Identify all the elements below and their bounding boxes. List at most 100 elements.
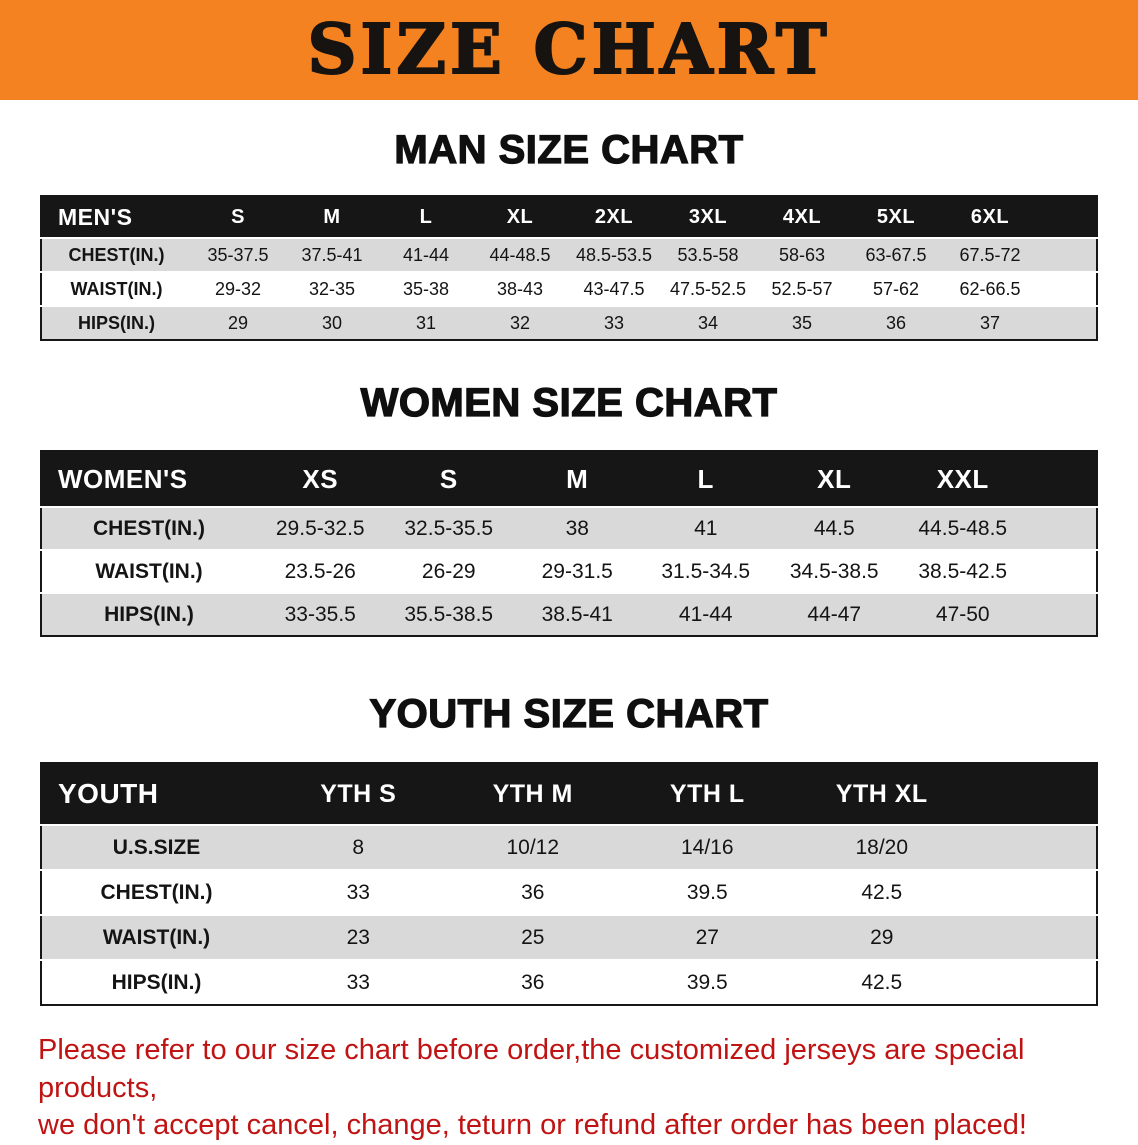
size-value: 32-35 (308, 278, 356, 299)
size-column-header: YTH L (669, 779, 745, 808)
size-column-header: L (419, 205, 433, 228)
measurement-label: CHEST(IN.) (93, 516, 205, 540)
size-column-header: L (697, 463, 714, 494)
size-column-header: S (231, 205, 245, 228)
women-size-section: WOMEN SIZE CHART WOMEN'S XS S M L XL XXL CHEST… (0, 380, 1138, 637)
size-row: HIPS(IN.) 33 36 39.5 42.5 (41, 960, 1097, 1005)
row-group-header: WOMEN'S (58, 463, 188, 494)
size-value: 44.5-48.5 (918, 516, 1008, 540)
spacer-cell (1037, 238, 1097, 272)
size-value: 37 (979, 312, 1001, 333)
size-value: 36 (521, 880, 545, 904)
disclaimer-line-2: we don't accept cancel, change, teturn o… (38, 1109, 1027, 1142)
spacer-cell (969, 915, 1097, 960)
size-column-header: YTH S (320, 779, 397, 808)
size-value: 33 (346, 880, 370, 904)
size-row: HIPS(IN.) 29 30 31 32 33 34 35 36 37 (41, 306, 1097, 340)
size-value: 39.5 (686, 880, 728, 904)
spacer-cell (969, 960, 1097, 1005)
size-value: 62-66.5 (959, 278, 1021, 299)
measurement-label: WAIST(IN.) (95, 559, 203, 583)
women-table-header-row: WOMEN'S XS S M L XL XXL (41, 451, 1097, 507)
spacer-cell (969, 870, 1097, 915)
measurement-label: HIPS(IN.) (104, 602, 194, 626)
size-value: 33 (346, 970, 370, 994)
women-size-chart-heading: WOMEN SIZE CHART (360, 380, 778, 425)
measurement-label: HIPS(IN.) (77, 312, 155, 333)
spacer-cell (1027, 507, 1097, 550)
size-value: 48.5-53.5 (575, 244, 653, 265)
measurement-label: U.S.SIZE (112, 835, 201, 859)
size-value: 42.5 (861, 970, 903, 994)
youth-size-section: YOUTH SIZE CHART YOUTH YTH S YTH M YTH L YTH… (0, 691, 1138, 1006)
measurement-label: CHEST(IN.) (100, 880, 213, 904)
size-value: 42.5 (861, 880, 903, 904)
size-value: 38 (565, 516, 589, 540)
size-column-header: M (323, 205, 341, 228)
youth-table-header-row: YOUTH YTH S YTH M YTH L YTH XL (41, 763, 1097, 825)
size-row: WAIST(IN.) 29-32 32-35 35-38 38-43 43-47.5 47.… (41, 272, 1097, 306)
size-value: 23.5-26 (284, 559, 356, 583)
size-value: 33 (603, 312, 625, 333)
size-value: 37.5-41 (301, 244, 363, 265)
size-row: U.S.SIZE 8 10/12 14/16 18/20 (41, 825, 1097, 870)
size-value: 67.5-72 (959, 244, 1021, 265)
size-column-header: XS (302, 463, 339, 494)
size-row: HIPS(IN.) 33-35.5 35.5-38.5 38.5-41 41-44 44-… (41, 593, 1097, 636)
size-row: CHEST(IN.) 35-37.5 37.5-41 41-44 44-48.5 48.5… (41, 238, 1097, 272)
size-value: 25 (521, 925, 545, 949)
size-column-header: XXL (936, 463, 989, 494)
size-column-header: YTH XL (835, 779, 928, 808)
size-column-header: 5XL (876, 205, 916, 228)
row-group-header: YOUTH (58, 778, 159, 809)
spacer-cell (1037, 272, 1097, 306)
disclaimer-line-1: Please refer to our size chart before or… (38, 1034, 1025, 1104)
size-value: 35-37.5 (207, 244, 269, 265)
size-value: 34 (697, 312, 719, 333)
men-size-chart-heading: MAN SIZE CHART (394, 127, 744, 172)
size-column-header: 6XL (970, 205, 1010, 228)
size-value: 41 (694, 516, 718, 540)
size-value: 32 (509, 312, 531, 333)
size-row: WAIST(IN.) 23.5-26 26-29 29-31.5 31.5-34.5 34… (41, 550, 1097, 593)
size-value: 53.5-58 (677, 244, 739, 265)
spacer-cell (1027, 451, 1097, 507)
spacer-cell (1037, 306, 1097, 340)
measurement-label: CHEST(IN.) (68, 244, 165, 265)
size-value: 27 (695, 925, 719, 949)
size-value: 39.5 (686, 970, 728, 994)
size-value: 44.5 (813, 516, 855, 540)
size-value: 35 (791, 312, 813, 333)
measurement-label: WAIST(IN.) (70, 278, 163, 299)
size-value: 58-63 (778, 244, 826, 265)
banner-title: SIZE CHART (306, 10, 831, 90)
size-value: 10/12 (506, 835, 560, 859)
size-value: 29-31.5 (541, 559, 613, 583)
spacer-cell (1027, 593, 1097, 636)
size-value: 33-35.5 (284, 602, 356, 626)
size-value: 63-67.5 (865, 244, 927, 265)
measurement-label: WAIST(IN.) (102, 925, 211, 949)
size-value: 34.5-38.5 (789, 559, 879, 583)
men-table-header-row: MEN'S S M L XL 2XL 3XL 4XL 5XL 6XL (41, 196, 1097, 238)
size-value: 29.5-32.5 (275, 516, 365, 540)
men-size-table: MEN'S S M L XL 2XL 3XL 4XL 5XL 6XL CHEST(IN.) 35-3… (40, 195, 1098, 341)
size-row: CHEST(IN.) 33 36 39.5 42.5 (41, 870, 1097, 915)
size-column-header: 4XL (782, 205, 822, 228)
measurement-label: HIPS(IN.) (111, 970, 202, 994)
size-value: 36 (521, 970, 545, 994)
row-group-header: MEN'S (58, 203, 133, 230)
size-column-header: M (566, 463, 589, 494)
spacer-cell (1027, 550, 1097, 593)
size-column-header: XL (817, 463, 852, 494)
size-chart-banner: SIZE CHART (0, 0, 1138, 100)
size-column-header: YTH M (492, 779, 573, 808)
size-value: 57-62 (872, 278, 920, 299)
size-value: 30 (321, 312, 343, 333)
size-column-header: XL (506, 205, 534, 228)
size-value: 35-38 (402, 278, 450, 299)
disclaimer-text: Please refer to our size chart before or… (0, 1032, 1138, 1145)
men-size-section: MAN SIZE CHART MEN'S S M L XL 2XL 3XL 4XL 5XL 6XL… (0, 127, 1138, 341)
size-value: 43-47.5 (583, 278, 645, 299)
women-size-table: WOMEN'S XS S M L XL XXL CHEST(IN.) 29.5-32.5 32.… (40, 450, 1098, 637)
